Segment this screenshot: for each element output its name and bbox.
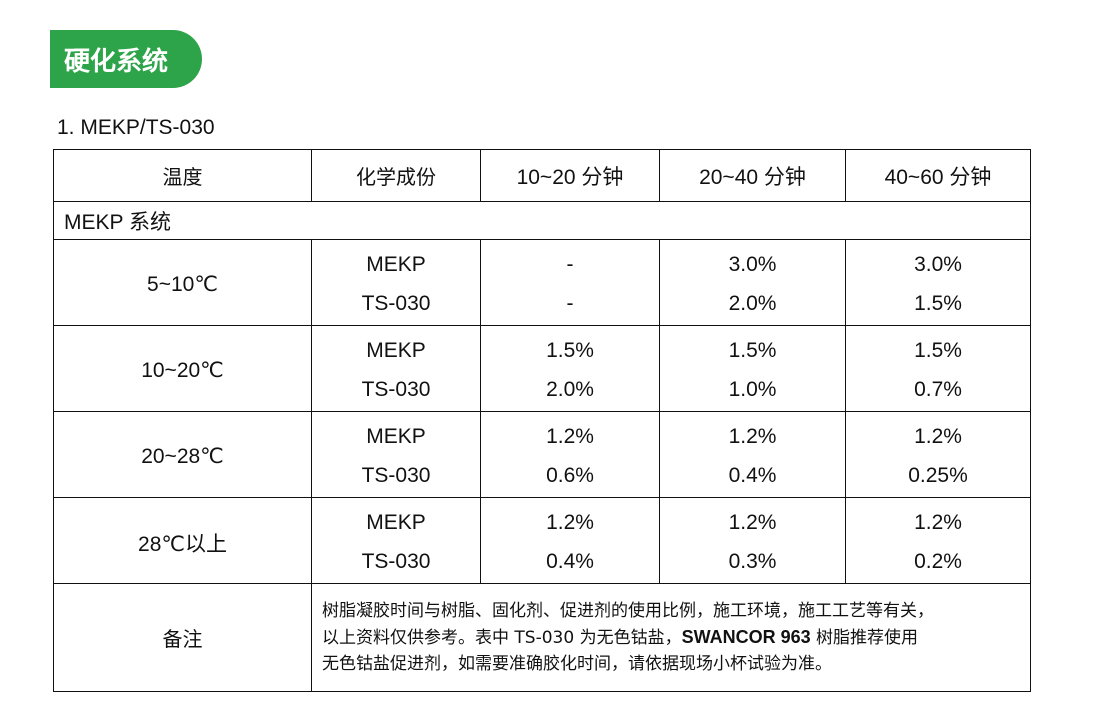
chem-cell: TS-030: [311, 371, 481, 412]
value-cell: 1.0%: [659, 371, 846, 412]
value-cell: 1.2%: [480, 497, 660, 543]
value-cell: 1.2%: [659, 411, 846, 457]
table-row: 5~10℃ MEKP - 3.0% 3.0%: [53, 239, 1031, 326]
value-cell: 0.4%: [659, 457, 846, 498]
chem-cell: TS-030: [311, 457, 481, 498]
remark-text: 树脂凝胶时间与树脂、固化剂、促进剂的使用比例，施工环境，施工工艺等有关， 以上资…: [311, 583, 1031, 692]
system-label: MEKP 系统: [53, 201, 1031, 240]
value-cell: 1.5%: [845, 325, 1031, 371]
value-cell: 1.5%: [845, 285, 1031, 326]
value-cell: 0.3%: [659, 543, 846, 584]
table-row: TS-030 - 2.0% 1.5%: [54, 285, 1031, 326]
header-chemical: 化学成份: [311, 149, 481, 202]
remark-line-1: 树脂凝胶时间与树脂、固化剂、促进剂的使用比例，施工环境，施工工艺等有关，: [322, 601, 934, 621]
table-subheading: 1. MEKP/TS-030: [57, 116, 215, 139]
table-row: TS-030 0.6% 0.4% 0.25%: [54, 457, 1031, 498]
section-title: 硬化系统: [64, 46, 169, 77]
remark-product-name: SWANCOR 963: [681, 627, 811, 647]
value-cell: 0.4%: [480, 543, 660, 584]
chem-cell: TS-030: [311, 543, 481, 584]
temp-cell: 5~10℃: [53, 239, 312, 326]
remark-line-3: 无色钴盐促进剂，如需要准确胶化时间，请依据现场小杯试验为准。: [322, 654, 832, 674]
remark-line-2b: 树脂推荐使用: [810, 628, 919, 648]
table-row: 10~20℃ MEKP 1.5% 1.5% 1.5%: [53, 325, 1031, 412]
remark-line-2a: 以上资料仅供参考。表中 TS-030 为无色钴盐，: [322, 628, 682, 648]
remark-row: 备注 树脂凝胶时间与树脂、固化剂、促进剂的使用比例，施工环境，施工工艺等有关， …: [53, 583, 1031, 692]
header-20-40: 20~40 分钟: [659, 149, 846, 202]
curing-system-table: 温度 化学成份 10~20 分钟 20~40 分钟 40~60 分钟 MEKP …: [53, 149, 1031, 692]
chem-cell: MEKP: [311, 411, 481, 457]
value-cell: 1.2%: [845, 411, 1031, 457]
chem-cell: TS-030: [311, 285, 481, 326]
remark-label: 备注: [53, 583, 312, 692]
header-temperature: 温度: [53, 149, 312, 202]
temp-cell: 28℃以上: [53, 497, 312, 584]
table-row: 28℃以上 MEKP 1.2% 1.2% 1.2%: [53, 497, 1031, 584]
temp-cell: 20~28℃: [53, 411, 312, 498]
header-10-20: 10~20 分钟: [480, 149, 660, 202]
value-cell: 3.0%: [845, 239, 1031, 285]
value-cell: 1.2%: [845, 497, 1031, 543]
value-cell: -: [480, 239, 660, 285]
value-cell: 0.7%: [845, 371, 1031, 412]
value-cell: 3.0%: [659, 239, 846, 285]
value-cell: 1.2%: [480, 411, 660, 457]
value-cell: 1.2%: [659, 497, 846, 543]
chem-cell: MEKP: [311, 497, 481, 543]
value-cell: 2.0%: [480, 371, 660, 412]
system-row: MEKP 系统: [53, 201, 1031, 240]
value-cell: 1.5%: [659, 325, 846, 371]
value-cell: 0.6%: [480, 457, 660, 498]
value-cell: 2.0%: [659, 285, 846, 326]
value-cell: 0.25%: [845, 457, 1031, 498]
table-row: 20~28℃ MEKP 1.2% 1.2% 1.2%: [53, 411, 1031, 498]
header-40-60: 40~60 分钟: [845, 149, 1031, 202]
chem-cell: MEKP: [311, 239, 481, 285]
value-cell: -: [480, 285, 660, 326]
section-title-badge: 硬化系统: [50, 30, 202, 88]
value-cell: 0.2%: [845, 543, 1031, 584]
header-row: 温度 化学成份 10~20 分钟 20~40 分钟 40~60 分钟: [53, 149, 1031, 202]
temp-cell: 10~20℃: [53, 325, 312, 412]
value-cell: 1.5%: [480, 325, 660, 371]
chem-cell: MEKP: [311, 325, 481, 371]
